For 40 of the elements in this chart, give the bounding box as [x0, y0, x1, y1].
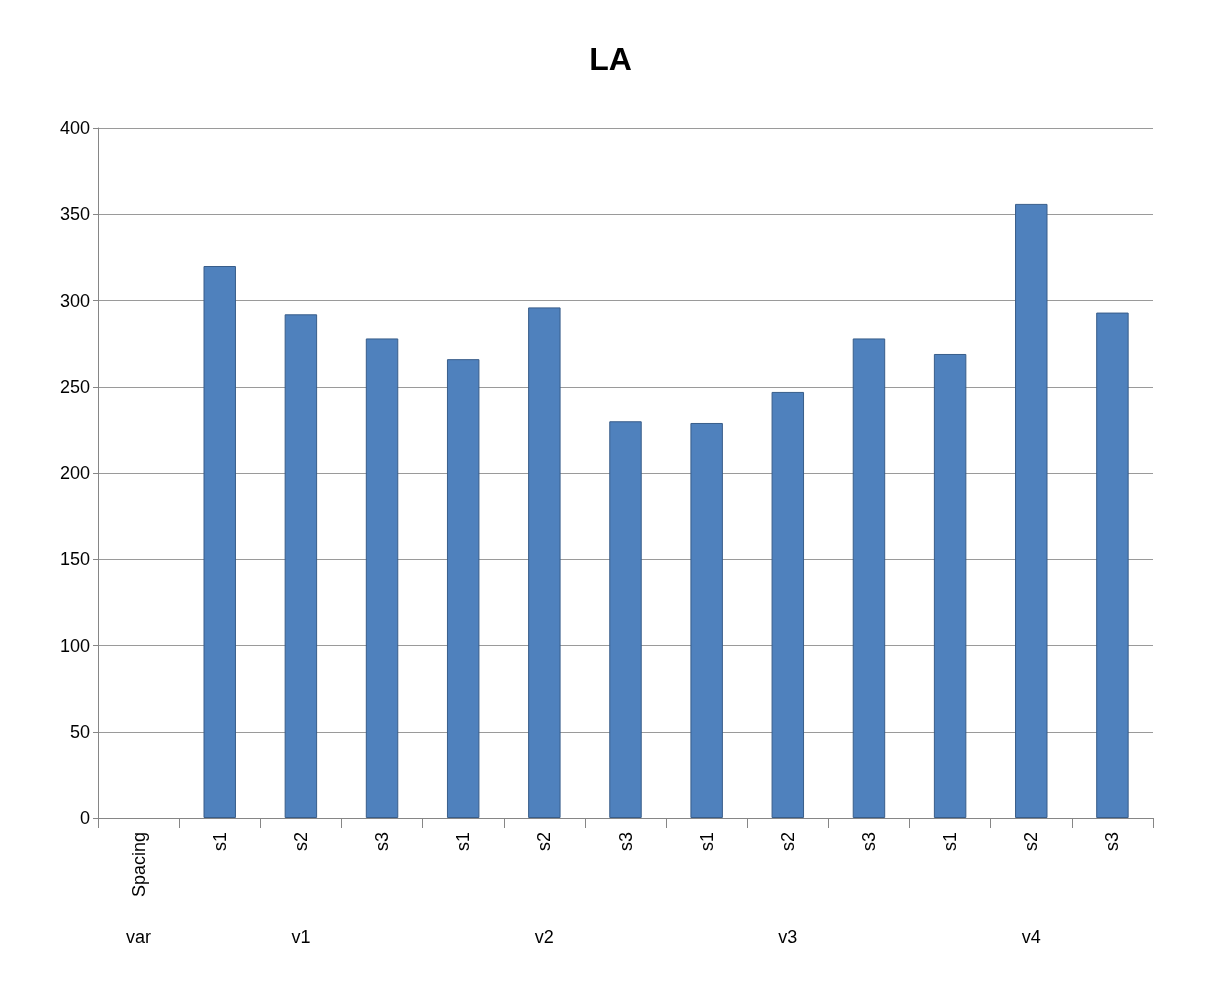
bar [852, 338, 886, 818]
x-tick-label: s3 [858, 832, 879, 852]
y-tick-label: 400 [59, 118, 90, 138]
bar [1096, 312, 1129, 818]
bar [690, 422, 723, 818]
y-tick-label: 150 [59, 549, 90, 570]
x-tick-label: s2 [534, 832, 555, 852]
text: v3 [778, 927, 798, 947]
chart-title: LA [589, 41, 632, 77]
bar [1015, 203, 1048, 818]
text: v1 [291, 927, 311, 947]
y-tick-label: 100 [59, 635, 90, 656]
bar [771, 391, 805, 818]
x-tick-label: s3 [615, 832, 636, 852]
y-tick-label: 50 [69, 721, 90, 742]
x-tick-label: s2 [1021, 832, 1042, 852]
x-tick-label: s1 [209, 832, 230, 852]
y-tick-label: 300 [59, 290, 90, 311]
bar [365, 338, 399, 818]
bar [203, 266, 236, 818]
text: var [126, 927, 152, 947]
x-tick-label: s3 [372, 832, 393, 852]
y-tick-label: 250 [59, 376, 90, 397]
x-tick-label: s1 [453, 832, 474, 852]
x-tick-label: s1 [940, 832, 961, 852]
text: v4 [1021, 927, 1041, 947]
bar [933, 353, 967, 818]
text: v2 [534, 927, 554, 947]
x-tick-label: s2 [290, 832, 311, 852]
x-tick-label: Spacing [128, 832, 149, 898]
x-tick-label: s2 [777, 832, 798, 852]
x-tick-label: s1 [696, 832, 717, 852]
y-tick-label: 200 [59, 463, 90, 483]
bar [446, 359, 480, 818]
y-tick-label: 0 [79, 808, 90, 828]
bar [528, 307, 561, 818]
y-tick-label: 350 [59, 204, 90, 225]
bar [609, 421, 642, 818]
x-tick-label: s3 [1102, 832, 1123, 852]
bar [284, 314, 318, 818]
